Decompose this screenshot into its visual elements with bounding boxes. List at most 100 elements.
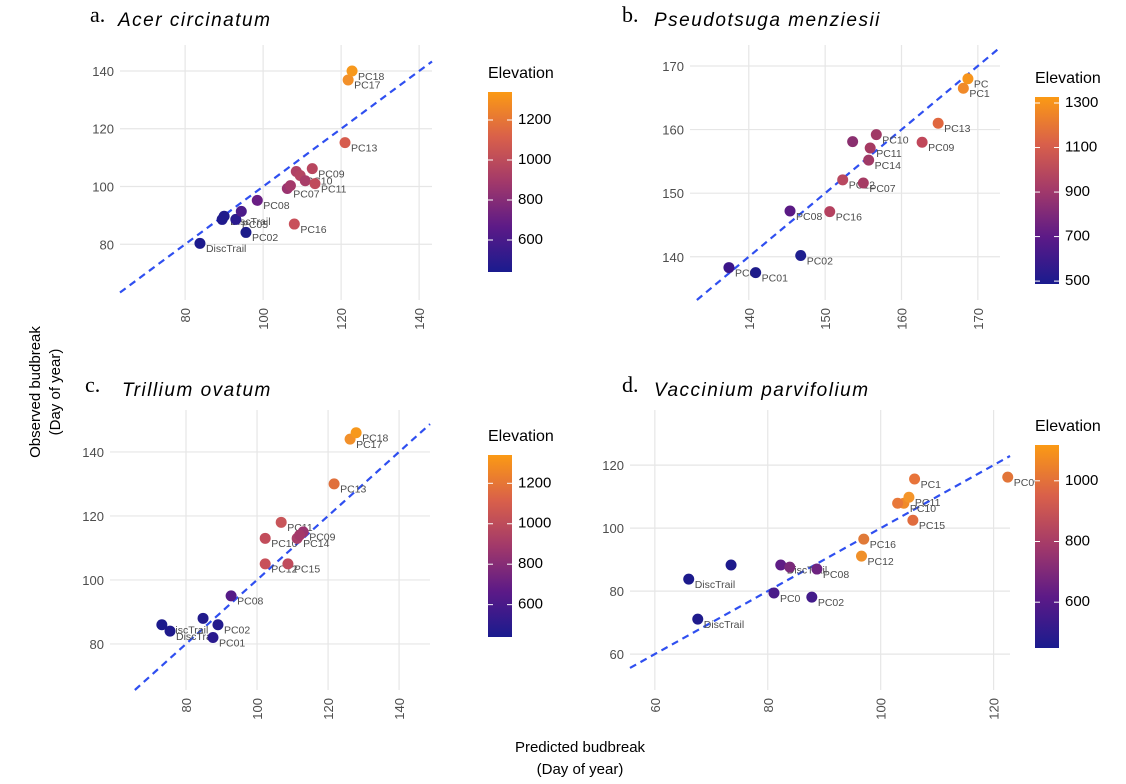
point: [775, 559, 787, 571]
point-label: PC09: [1014, 477, 1040, 489]
point: [294, 529, 306, 541]
point: [259, 558, 271, 570]
colorbar-label: 1300: [1065, 94, 1098, 111]
panel-label: a.: [90, 2, 105, 27]
point: [299, 175, 311, 187]
point-label: PC02: [252, 232, 278, 244]
point: [892, 497, 904, 509]
panel-label: d.: [622, 372, 639, 397]
point: [284, 180, 296, 192]
point-label: PC11: [915, 497, 941, 509]
point-label: PC09: [309, 532, 335, 544]
point: [156, 619, 168, 631]
y-tick-label: 80: [610, 584, 624, 599]
point: [962, 73, 974, 85]
point-label: PC10: [910, 503, 936, 515]
y-tick-label: 160: [662, 123, 684, 138]
point: [856, 550, 868, 562]
panel-title: Trillium ovatum: [122, 380, 272, 401]
colorbar-label: 600: [518, 231, 543, 248]
point: [282, 558, 294, 570]
point-label: PC13: [340, 484, 366, 496]
point: [837, 174, 849, 186]
colorbar-label: 1000: [1065, 472, 1098, 489]
colorbar-label: 900: [1065, 183, 1090, 200]
y-tick-label: 170: [662, 59, 684, 74]
y-tick-label: 140: [662, 250, 684, 265]
point-label: DiscTrail: [704, 619, 744, 631]
point-label: PC09: [318, 168, 344, 180]
point: [259, 532, 271, 544]
point-label: PC17: [356, 439, 382, 451]
point: [847, 136, 859, 148]
point-label: PC14: [875, 160, 901, 172]
point-label: PC13: [944, 123, 970, 135]
x-tick-label: 80: [179, 698, 194, 712]
point-label: PC15: [919, 520, 945, 532]
point-label: PC1: [969, 88, 990, 100]
point: [197, 612, 209, 624]
y-tick-label: 100: [92, 180, 114, 195]
y-tick-label: 120: [92, 122, 114, 137]
point: [903, 491, 915, 503]
x-tick-label: 160: [895, 308, 910, 330]
colorbar-label: 800: [1065, 532, 1090, 549]
point: [212, 619, 224, 631]
point: [328, 478, 340, 490]
point-label: PC15: [294, 564, 320, 576]
point-label: DiscTrail: [168, 625, 208, 637]
x-tick-label: 100: [256, 308, 271, 330]
point: [932, 117, 944, 129]
y-tick-label: 120: [602, 458, 624, 473]
point: [909, 473, 921, 485]
identity-line: [629, 455, 1011, 669]
y-tick-label: 150: [662, 186, 684, 201]
point-label: PC13: [351, 142, 377, 154]
colorbar-label: 800: [518, 555, 543, 572]
point: [750, 267, 762, 279]
point: [235, 205, 247, 217]
point: [795, 249, 807, 261]
point-label: PC08: [796, 211, 822, 223]
y-axis-label: Observed budbreak: [27, 326, 44, 458]
point-label: DiscTrail: [695, 579, 735, 591]
y-tick-label: 120: [82, 509, 104, 524]
point-label: PC08: [823, 569, 849, 581]
point: [350, 427, 362, 439]
point: [346, 65, 358, 77]
point: [288, 218, 300, 230]
point-label: PC01: [219, 637, 245, 649]
x-tick-label: 120: [321, 698, 336, 720]
colorbar-label: 1000: [518, 515, 551, 532]
point: [858, 533, 870, 545]
colorbar: [1035, 97, 1059, 284]
panel-title: Acer circinatum: [117, 10, 271, 31]
point: [342, 74, 354, 86]
point-label: PC18: [358, 71, 384, 83]
point-label: PC10: [882, 134, 908, 146]
panel-title: Vaccinium parvifolium: [654, 380, 870, 401]
point-label: PC07: [293, 188, 319, 200]
point: [768, 587, 780, 599]
colorbar-label: 1000: [518, 151, 551, 168]
identity-line: [119, 60, 433, 294]
point-label: PC02: [807, 255, 833, 267]
x-tick-label: 80: [178, 308, 193, 322]
x-tick-label: 150: [818, 308, 833, 330]
point: [339, 137, 351, 149]
colorbar-label: 500: [1065, 272, 1090, 289]
point-label: PC0: [735, 267, 756, 279]
point: [309, 178, 321, 190]
point: [251, 194, 263, 206]
x-tick-label: 120: [334, 308, 349, 330]
colorbar-label: 1100: [1065, 139, 1097, 156]
colorbar-title: Elevation: [488, 428, 554, 445]
colorbar-title: Elevation: [488, 65, 554, 82]
point: [916, 136, 928, 148]
point-label: PC11: [876, 148, 902, 160]
x-tick-label: 140: [392, 698, 407, 720]
point: [725, 559, 737, 571]
point: [240, 226, 252, 238]
point-label: PC11: [321, 183, 347, 195]
